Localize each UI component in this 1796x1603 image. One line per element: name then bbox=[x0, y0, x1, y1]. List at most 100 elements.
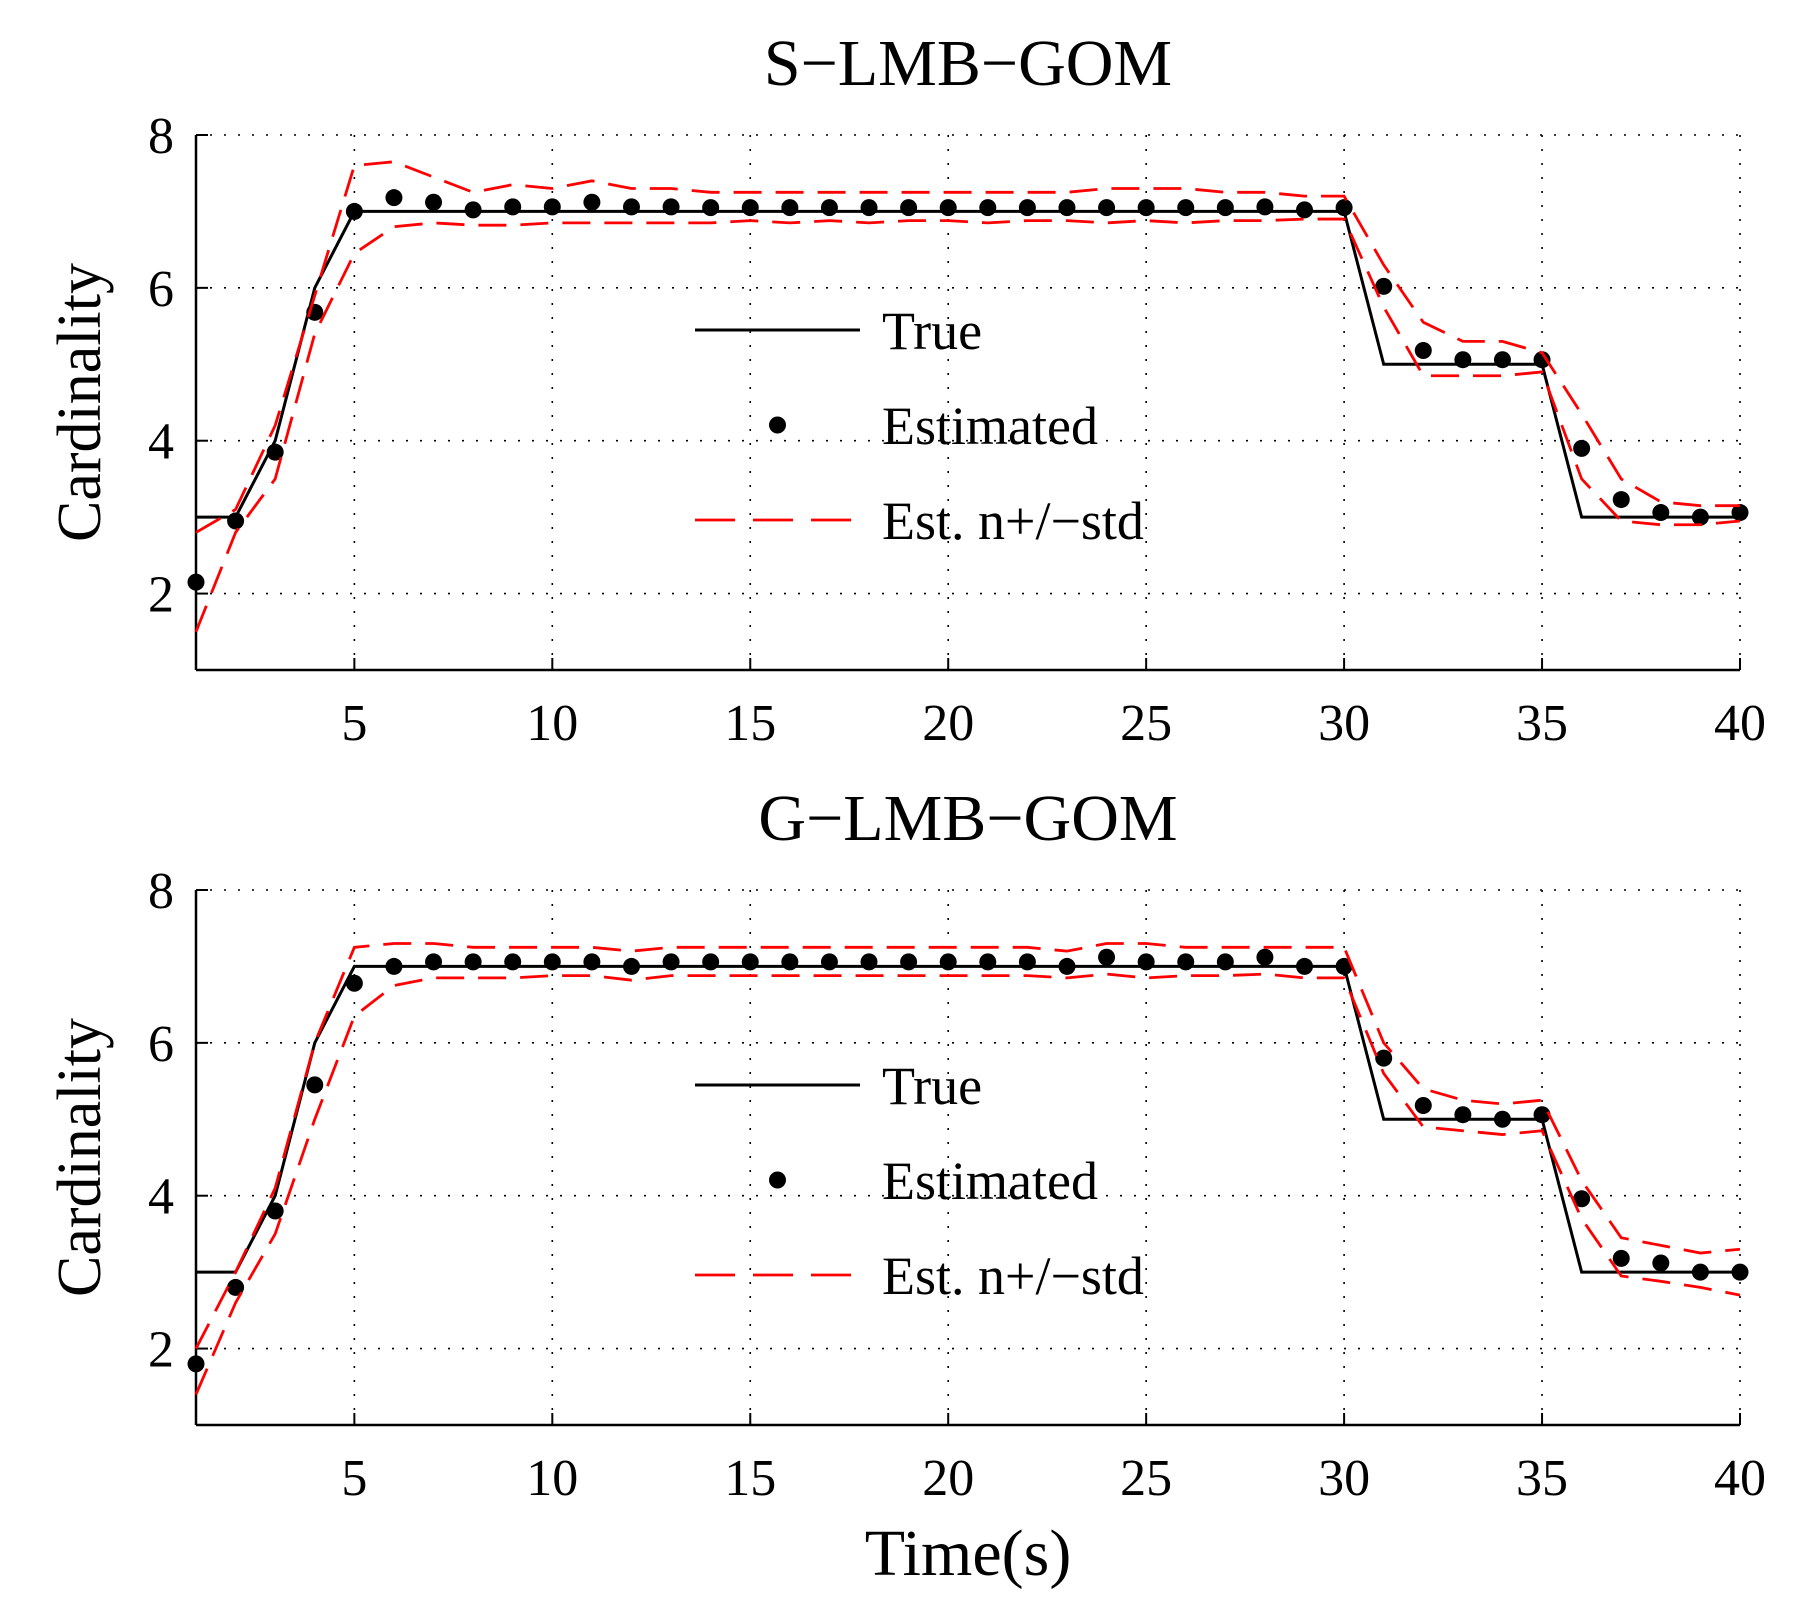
estimated-point bbox=[543, 198, 561, 216]
y-tick-label: 2 bbox=[148, 567, 174, 624]
estimated-point bbox=[345, 202, 363, 220]
y-tick-label: 4 bbox=[148, 414, 174, 471]
x-tick-label: 40 bbox=[1714, 695, 1766, 752]
estimated-point bbox=[504, 198, 522, 216]
estimated-point bbox=[979, 199, 997, 217]
estimated-point bbox=[1612, 1249, 1630, 1267]
estimated-point bbox=[1691, 1263, 1709, 1281]
x-tick-label: 15 bbox=[724, 695, 776, 752]
estimated-point bbox=[1454, 351, 1472, 369]
estimated-point bbox=[1612, 491, 1630, 509]
estimated-point bbox=[187, 573, 205, 591]
y-tick-label: 8 bbox=[148, 863, 174, 920]
estimated-point bbox=[1414, 1097, 1432, 1115]
estimated-point bbox=[1493, 351, 1511, 369]
legend-label: Estimated bbox=[882, 1151, 1098, 1211]
estimated-point bbox=[1414, 342, 1432, 360]
estimated-point bbox=[702, 199, 720, 217]
y-axis-label: Cardinality bbox=[46, 1018, 114, 1297]
estimated-point bbox=[1652, 1254, 1670, 1272]
legend-label: True bbox=[882, 1056, 982, 1116]
estimated-point bbox=[741, 199, 759, 217]
estimated-point bbox=[662, 953, 680, 971]
estimated-point bbox=[425, 953, 443, 971]
estimated-point bbox=[1296, 957, 1314, 975]
legend-item: Estimated bbox=[769, 1151, 1098, 1211]
chart-title: S−LMB−GOM bbox=[764, 27, 1172, 100]
estimated-point bbox=[1652, 504, 1670, 522]
estimated-point bbox=[425, 193, 443, 211]
x-tick-label: 15 bbox=[724, 1450, 776, 1507]
estimated-point bbox=[504, 953, 522, 971]
estimated-point bbox=[1098, 199, 1116, 217]
estimated-point bbox=[1018, 953, 1036, 971]
legend-label: Estimated bbox=[882, 396, 1098, 456]
estimated-point bbox=[266, 443, 284, 461]
series-dashed bbox=[194, 942, 1741, 1395]
estimated-point bbox=[1335, 199, 1353, 217]
y-axis-label: Cardinality bbox=[46, 263, 114, 542]
estimated-point bbox=[227, 512, 245, 530]
estimated-point bbox=[1018, 199, 1036, 217]
series-solid bbox=[196, 964, 1740, 1274]
estimated-point bbox=[900, 953, 918, 971]
legend-label: Est. n+/−std bbox=[882, 491, 1144, 551]
estimated-point bbox=[1335, 957, 1353, 975]
true-cardinality-line bbox=[196, 209, 1740, 519]
estimated-point bbox=[1691, 508, 1709, 526]
series-dashed bbox=[194, 160, 1741, 633]
std-bound-lower-line bbox=[194, 972, 1741, 1395]
estimated-point bbox=[1533, 351, 1551, 369]
std-bound-upper-line bbox=[194, 942, 1741, 1350]
estimated-point bbox=[939, 199, 957, 217]
x-tick-label: 20 bbox=[922, 695, 974, 752]
legend-item: True bbox=[695, 301, 982, 361]
estimated-point bbox=[1573, 439, 1591, 457]
estimated-point bbox=[464, 953, 482, 971]
estimated-point bbox=[1058, 199, 1076, 217]
estimated-point bbox=[1137, 199, 1155, 217]
estimated-point bbox=[622, 957, 640, 975]
estimated-point bbox=[385, 957, 403, 975]
estimated-point bbox=[1375, 1049, 1393, 1067]
legend-item: Est. n+/−std bbox=[695, 491, 1144, 551]
estimated-point bbox=[860, 953, 878, 971]
legend-swatch-dot bbox=[769, 1171, 786, 1189]
x-tick-label: 25 bbox=[1120, 1450, 1172, 1507]
estimated-point bbox=[1731, 504, 1749, 522]
estimated-point bbox=[464, 201, 482, 219]
estimated-point bbox=[820, 953, 838, 971]
estimated-point bbox=[1256, 948, 1274, 966]
series-solid bbox=[196, 209, 1740, 519]
chart-panel-1: S−LMB−GOM 5 10 15 20 25 30 35 40 2 4 6 8 Cardinality T… bbox=[46, 27, 1766, 752]
legend-item: True bbox=[695, 1056, 982, 1116]
chart-title: G−LMB−GOM bbox=[758, 782, 1177, 855]
estimated-point bbox=[979, 953, 997, 971]
estimated-point bbox=[266, 1202, 284, 1220]
std-bound-upper-line bbox=[195, 160, 1740, 534]
estimated-point bbox=[1058, 957, 1076, 975]
x-tick-label: 10 bbox=[526, 1450, 578, 1507]
estimated-point bbox=[187, 1355, 205, 1373]
estimated-point bbox=[1216, 953, 1234, 971]
estimated-point bbox=[385, 189, 403, 207]
x-tick-label: 5 bbox=[341, 695, 367, 752]
series-dots bbox=[187, 948, 1749, 1373]
estimated-point bbox=[1256, 198, 1274, 216]
x-tick-label: 40 bbox=[1714, 1450, 1766, 1507]
estimated-point bbox=[702, 953, 720, 971]
estimated-point bbox=[1573, 1190, 1591, 1208]
estimated-point bbox=[227, 1278, 245, 1296]
x-tick-label: 35 bbox=[1516, 695, 1568, 752]
estimated-point bbox=[1177, 199, 1195, 217]
x-tick-label: 10 bbox=[526, 695, 578, 752]
estimated-point bbox=[1533, 1106, 1551, 1124]
estimated-point bbox=[741, 953, 759, 971]
x-tick-label: 5 bbox=[341, 1450, 367, 1507]
chart-panel-2: G−LMB−GOM 5 10 15 20 25 30 35 40 2 4 6 8 Cardinality T… bbox=[46, 782, 1766, 1590]
legend-label: Est. n+/−std bbox=[882, 1246, 1144, 1306]
y-tick-label: 2 bbox=[148, 1322, 174, 1379]
estimated-point bbox=[1098, 948, 1116, 966]
x-tick-label: 25 bbox=[1120, 695, 1172, 752]
x-tick-label: 20 bbox=[922, 1450, 974, 1507]
